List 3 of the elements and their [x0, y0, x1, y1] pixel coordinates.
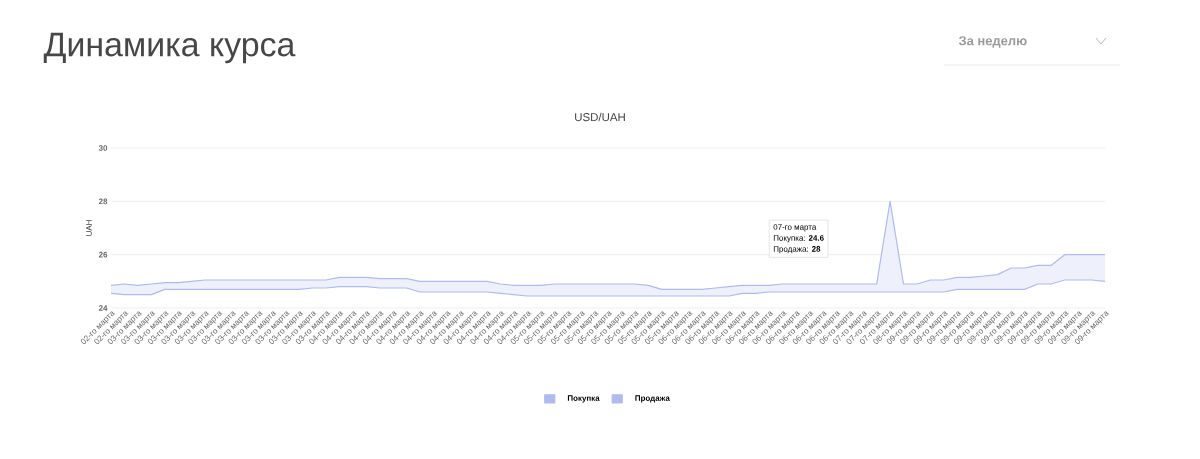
chart-title: Динамика курса [43, 32, 296, 64]
text: За неделю [958, 36, 1027, 48]
chart-subtitle: USD/UAH [575, 112, 625, 122]
